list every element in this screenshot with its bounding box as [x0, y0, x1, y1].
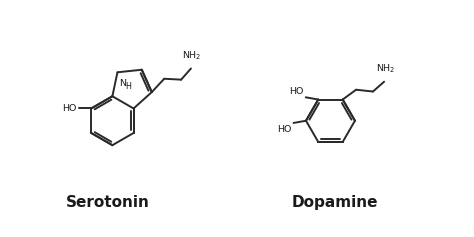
Text: HO: HO [290, 87, 304, 96]
Text: Serotonin: Serotonin [66, 195, 150, 210]
Text: NH$_2$: NH$_2$ [182, 50, 201, 62]
Text: N: N [119, 78, 126, 87]
Text: HO: HO [63, 104, 77, 113]
Text: NH$_2$: NH$_2$ [376, 63, 396, 76]
Text: HO: HO [277, 125, 292, 134]
Text: Dopamine: Dopamine [292, 195, 378, 210]
Text: H: H [126, 82, 131, 91]
